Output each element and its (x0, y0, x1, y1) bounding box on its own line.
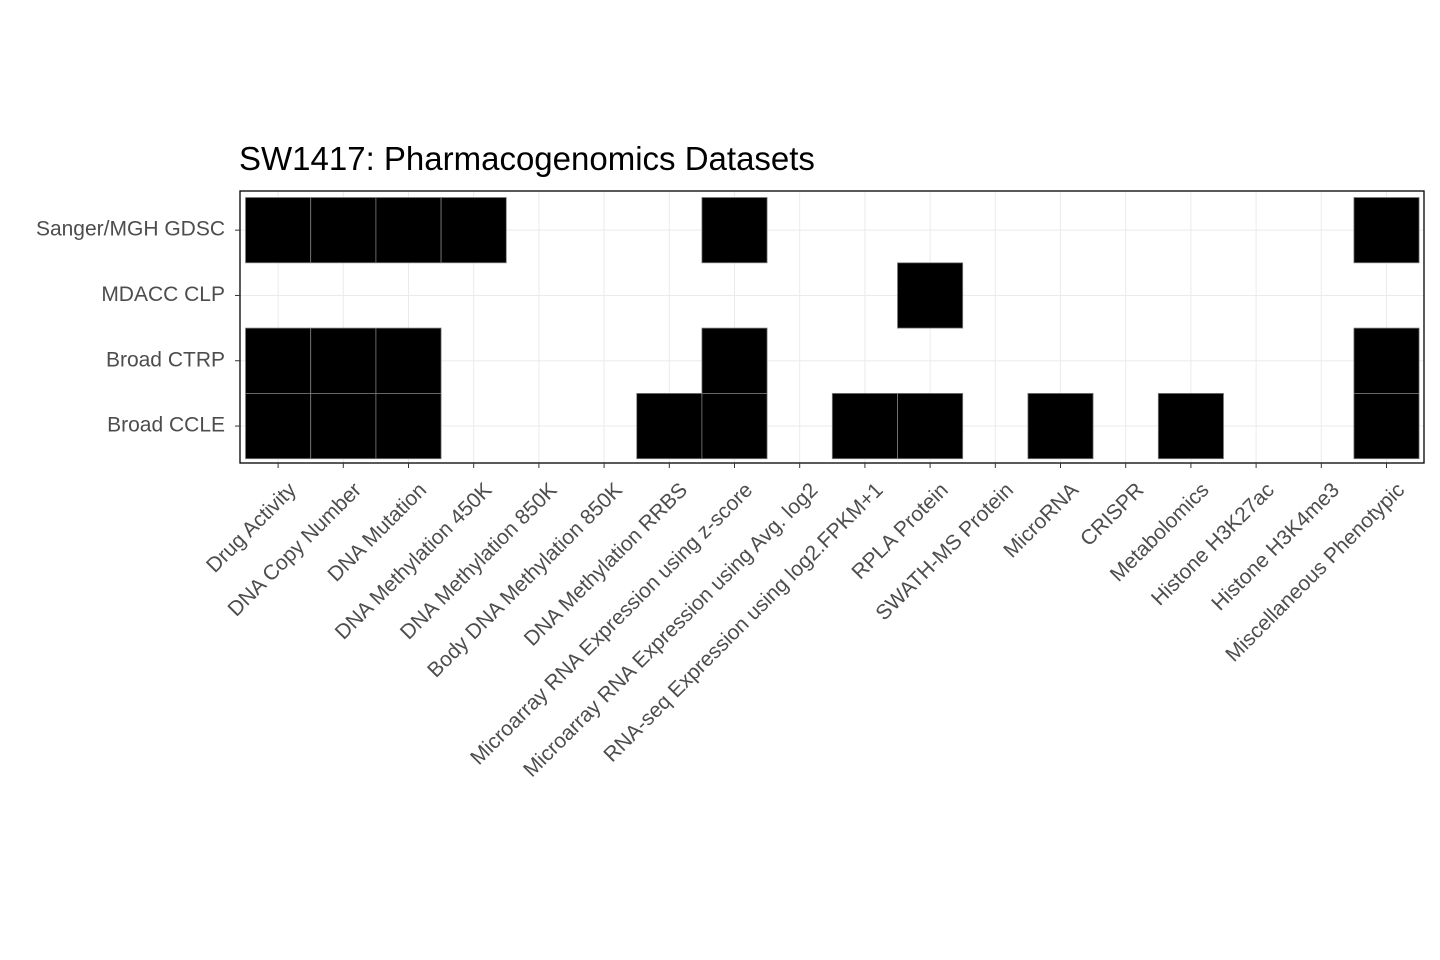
plot-panel-border (239, 190, 1425, 464)
x-tick-label: Histone H3K27ac (1147, 478, 1279, 610)
y-tick-label: Broad CTRP (106, 348, 225, 371)
heatmap-cell (831, 392, 898, 460)
heatmap-cell (1027, 392, 1094, 460)
heatmap-cell (701, 392, 768, 460)
y-tick-label: Broad CCLE (107, 414, 225, 437)
heatmap-cell (636, 392, 703, 460)
heatmap-cell (375, 392, 442, 460)
heatmap-cell (245, 327, 312, 394)
y-tick-label: MDACC CLP (101, 283, 225, 306)
heatmap-cell (1157, 392, 1224, 460)
heatmap-cell (310, 327, 377, 394)
heatmap-cell (1353, 392, 1420, 460)
x-tick-marks (277, 463, 1387, 468)
y-tick-marks (235, 229, 240, 427)
heatmap-cell (701, 327, 768, 394)
heatmap-cell (245, 392, 312, 460)
heatmap-cell (897, 392, 964, 460)
heatmap-cell (1353, 197, 1420, 264)
heatmap-cell (1353, 327, 1420, 394)
y-axis-labels: Sanger/MGH GDSC MDACC CLP Broad CTRP Broad … (36, 218, 225, 437)
heatmap-cell (310, 197, 377, 264)
heatmap-cell (310, 392, 377, 460)
heatmap-cells (245, 197, 1420, 460)
heatmap-cell (375, 327, 442, 394)
heatmap-cell (375, 197, 442, 264)
chart-title: SW1417: Pharmacogenomics Datasets (239, 140, 815, 177)
heatmap-cell (897, 262, 964, 329)
heatmap-cell (245, 197, 312, 264)
heatmap-cell (701, 197, 768, 264)
y-tick-label: Sanger/MGH GDSC (36, 218, 225, 241)
heatmap-cell (440, 197, 507, 264)
